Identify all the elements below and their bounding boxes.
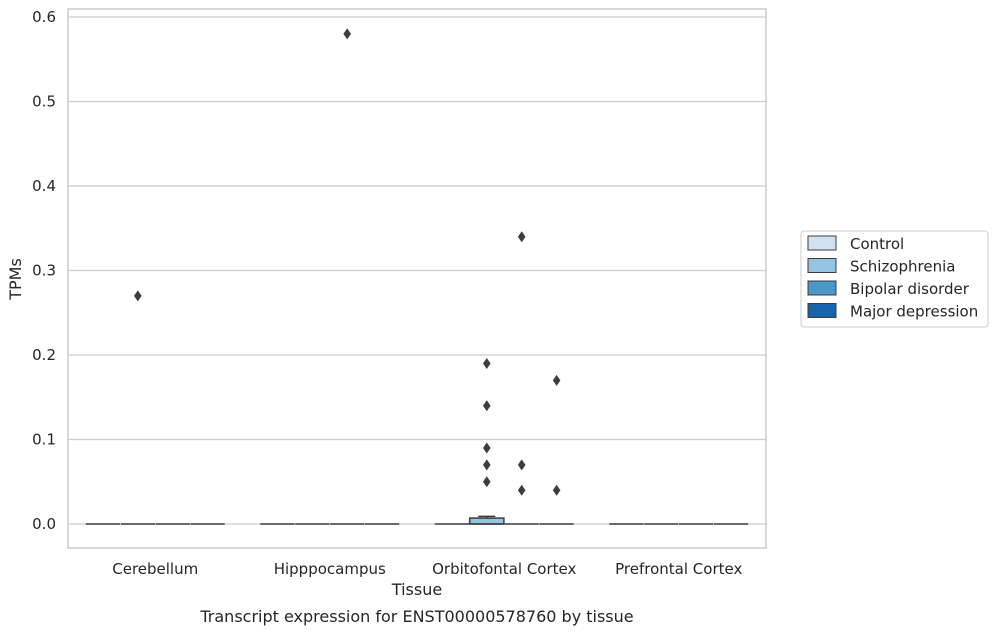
box xyxy=(468,517,505,525)
y-tick-label: 0.0 xyxy=(32,515,56,533)
chart-caption: Transcript expression for ENST0000057876… xyxy=(199,607,633,626)
x-tick-label: Prefrontal Cortex xyxy=(615,560,742,578)
legend-swatch xyxy=(807,280,837,296)
y-tick-label: 0.6 xyxy=(32,8,56,26)
y-tick-label: 0.3 xyxy=(32,262,56,280)
y-tick-label: 0.4 xyxy=(32,177,56,195)
outlier-point xyxy=(552,374,561,386)
x-tick-label: Cerebellum xyxy=(112,560,198,578)
outlier-point xyxy=(483,400,491,412)
outlier-point xyxy=(517,231,526,243)
plot-frame xyxy=(67,8,767,549)
legend-swatch xyxy=(807,258,837,273)
y-tick-label: 0.2 xyxy=(32,346,56,364)
x-tick-label: Orbitofontal Cortex xyxy=(432,560,576,578)
x-tick-labels: Cerebellum Hipppocampus Orbitofontal Corte… xyxy=(112,560,742,578)
legend-frame xyxy=(800,230,989,328)
outlier-point xyxy=(483,357,491,369)
outlier-point xyxy=(343,28,351,40)
outlier-point xyxy=(517,484,526,496)
outlier-point xyxy=(517,459,526,471)
x-axis-label: Tissue xyxy=(391,580,442,599)
y-tick-label: 0.1 xyxy=(32,431,56,449)
legend-swatch xyxy=(807,303,837,318)
outlier-point xyxy=(134,290,142,302)
outlier-point xyxy=(552,484,561,496)
legend-swatch xyxy=(807,235,837,251)
legend-label: Major depression xyxy=(850,303,978,321)
outlier-point xyxy=(483,442,491,454)
boxes xyxy=(85,515,749,525)
y-axis-label: TPMs xyxy=(6,258,25,301)
outlier-point xyxy=(483,459,491,471)
gridlines xyxy=(68,16,766,525)
legend-label: Control xyxy=(850,235,904,253)
legend: Control Schizophrenia Bipolar disorder Majo… xyxy=(800,230,989,328)
y-tick-label: 0.5 xyxy=(32,93,56,111)
outlier-point xyxy=(483,476,491,488)
legend-label: Schizophrenia xyxy=(850,258,955,276)
y-tick-labels: 0.0 0.1 0.2 0.3 0.4 0.5 0.6 xyxy=(32,8,56,533)
x-tick-label: Hipppocampus xyxy=(274,560,386,578)
legend-label: Bipolar disorder xyxy=(850,280,970,298)
outliers xyxy=(134,28,561,496)
